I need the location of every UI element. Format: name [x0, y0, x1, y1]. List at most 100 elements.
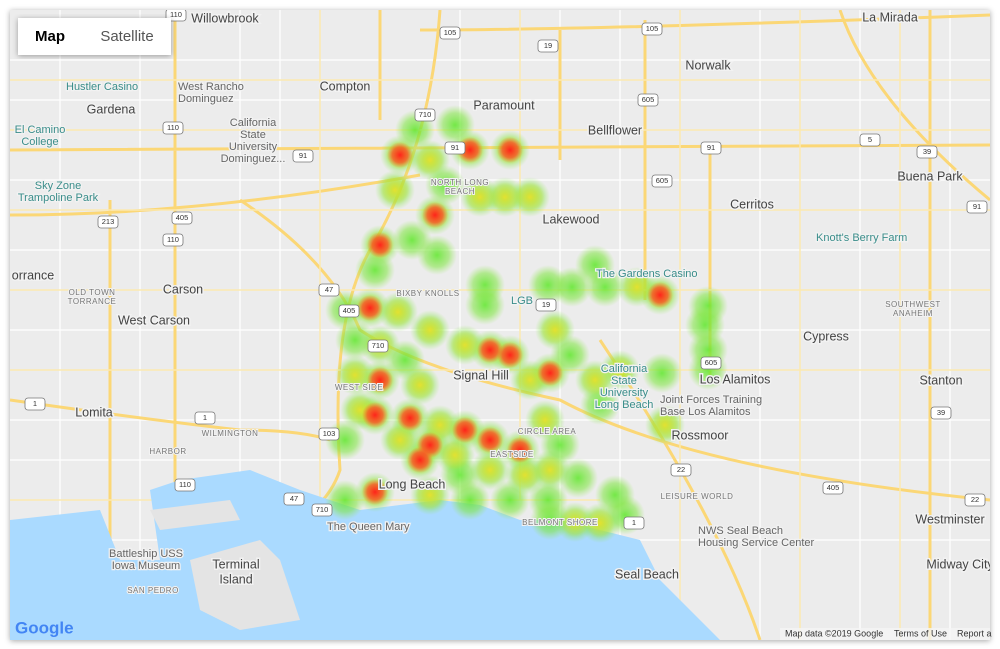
satellite-button[interactable]: Satellite [100, 28, 153, 45]
heat-blob [490, 480, 530, 520]
shield-bg [283, 492, 305, 506]
neighborhood-label: SOUTHWEST [885, 300, 941, 309]
citie-label: Bellflower [588, 123, 642, 137]
heat-blob [605, 355, 635, 385]
highway-shield: 213 [102, 217, 115, 226]
highway-shield: 91 [707, 143, 715, 152]
highway-shield: 405 [343, 306, 356, 315]
heat-blob [387, 142, 413, 168]
place-label: El Camino [15, 124, 66, 136]
highway-shield: 5 [868, 135, 872, 144]
heat-blob [580, 365, 610, 395]
citie-label: Lomita [75, 405, 113, 419]
citie-label: Signal Hill [453, 368, 509, 382]
shield-bg [171, 211, 193, 225]
heat-blob [415, 145, 445, 175]
citie-label: Westminster [915, 512, 984, 526]
shield-bg [174, 478, 196, 492]
highway-shield: 39 [937, 408, 945, 417]
shield-bg [966, 200, 988, 214]
map-button[interactable]: Map [35, 28, 65, 45]
shield-bg [318, 427, 340, 441]
heat-blob [497, 137, 523, 163]
heat-blob [650, 410, 680, 440]
highway-shield: 110 [167, 235, 179, 244]
place-label: Trampoline Park [18, 192, 99, 204]
highway-shield: 103 [323, 429, 336, 438]
highway-shield: 47 [290, 494, 298, 503]
highway-shield: 405 [827, 483, 840, 492]
shield-bg [439, 26, 461, 40]
citie-label: Island [219, 572, 252, 586]
heat-blob [642, 353, 682, 393]
heat-blob [530, 405, 560, 435]
citie-label: Carson [163, 282, 203, 296]
citie-label: Stanton [919, 373, 962, 387]
shield-bg [318, 283, 340, 297]
citie-label: West Carson [118, 313, 190, 327]
heat-blob [383, 297, 413, 327]
place-label: NWS Seal Beach [698, 525, 783, 537]
heat-blob [415, 480, 445, 510]
shield-bg [700, 141, 722, 155]
place-label: California [230, 117, 277, 129]
heat-blob [558, 458, 598, 498]
citie-label: Los Alamitos [700, 372, 771, 386]
map-canvas: Willowbrook La Mirada Norwalk Compton Garden… [10, 10, 990, 640]
place-label: Battleship USS [109, 548, 183, 560]
heat-blob [380, 175, 410, 205]
citie-label: Norwalk [685, 58, 731, 72]
heat-blob [357, 295, 383, 321]
citie-label: Long Beach [379, 477, 446, 491]
shield-bg [367, 339, 389, 353]
shield-bg [162, 233, 184, 247]
neighborhood-label: LEISURE WORLD [661, 492, 734, 501]
neighborhood-label: ANAHEIM [893, 309, 933, 318]
terms-link[interactable]: Terms of Use [894, 628, 947, 638]
shield-bg [535, 298, 557, 312]
neighborhood-label: BIXBY KNOLLS [396, 289, 459, 298]
citie-label: La Mirada [862, 10, 918, 24]
shield-bg [670, 463, 692, 477]
heat-blob [367, 232, 393, 258]
highway-shield: 1 [33, 399, 37, 408]
citie-label: Cypress [803, 329, 849, 343]
highway-shield: 39 [923, 147, 931, 156]
place-label: West Rancho [178, 81, 244, 93]
heat-blob [340, 360, 370, 390]
heat-blob [415, 315, 445, 345]
google-logo: Google [15, 618, 74, 637]
citie-label: Seal Beach [615, 567, 679, 581]
heat-blob [515, 182, 545, 212]
highway-shield: 110 [179, 480, 191, 489]
highway-shield: 91 [299, 151, 307, 160]
attribution-bg [780, 628, 990, 640]
highway-shield: 91 [451, 143, 459, 152]
heat-blob [452, 417, 478, 443]
neighborhood-label: BELMONT SHORE [522, 518, 598, 527]
highway-shield: 710 [316, 505, 329, 514]
citie-label: orrance [12, 268, 54, 282]
citie-label: Rossmoor [672, 428, 729, 442]
shield-bg [859, 133, 881, 147]
shield-bg [194, 411, 216, 425]
place-label: Base Los Alamitos [660, 406, 751, 418]
heat-blob [435, 105, 475, 145]
place-label: Sky Zone [35, 180, 81, 192]
place-label: The Queen Mary [327, 521, 410, 533]
highway-shield: 110 [170, 10, 182, 19]
control-bg [18, 18, 171, 55]
shield-bg [537, 39, 559, 53]
shield-bg [651, 174, 673, 188]
neighborhood-label: OLD TOWN [69, 288, 116, 297]
heat-blob [450, 480, 490, 520]
heat-blob [425, 165, 465, 205]
report-link[interactable]: Report a [957, 628, 992, 638]
place-label: Joint Forces Training [660, 394, 762, 406]
heat-blob [465, 285, 505, 325]
shield-bg [930, 406, 952, 420]
neighborhood-label: SAN PEDRO [127, 586, 179, 595]
shield-bg [311, 503, 333, 517]
heat-blob [560, 507, 590, 537]
shield-bg [916, 145, 938, 159]
